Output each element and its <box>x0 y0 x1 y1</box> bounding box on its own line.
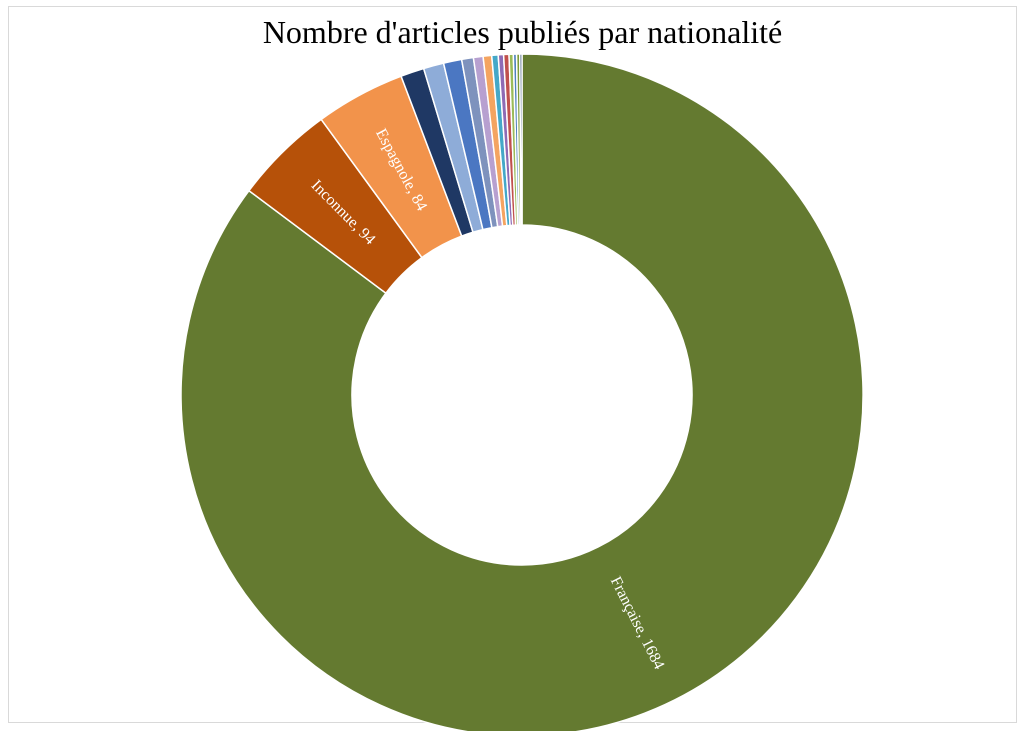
donut-slice-16 <box>519 53 523 226</box>
donut-slices <box>180 53 864 731</box>
donut-slice-francaise <box>180 53 864 731</box>
chart-title: Nombre d'articles publiés par nationalit… <box>262 14 783 50</box>
